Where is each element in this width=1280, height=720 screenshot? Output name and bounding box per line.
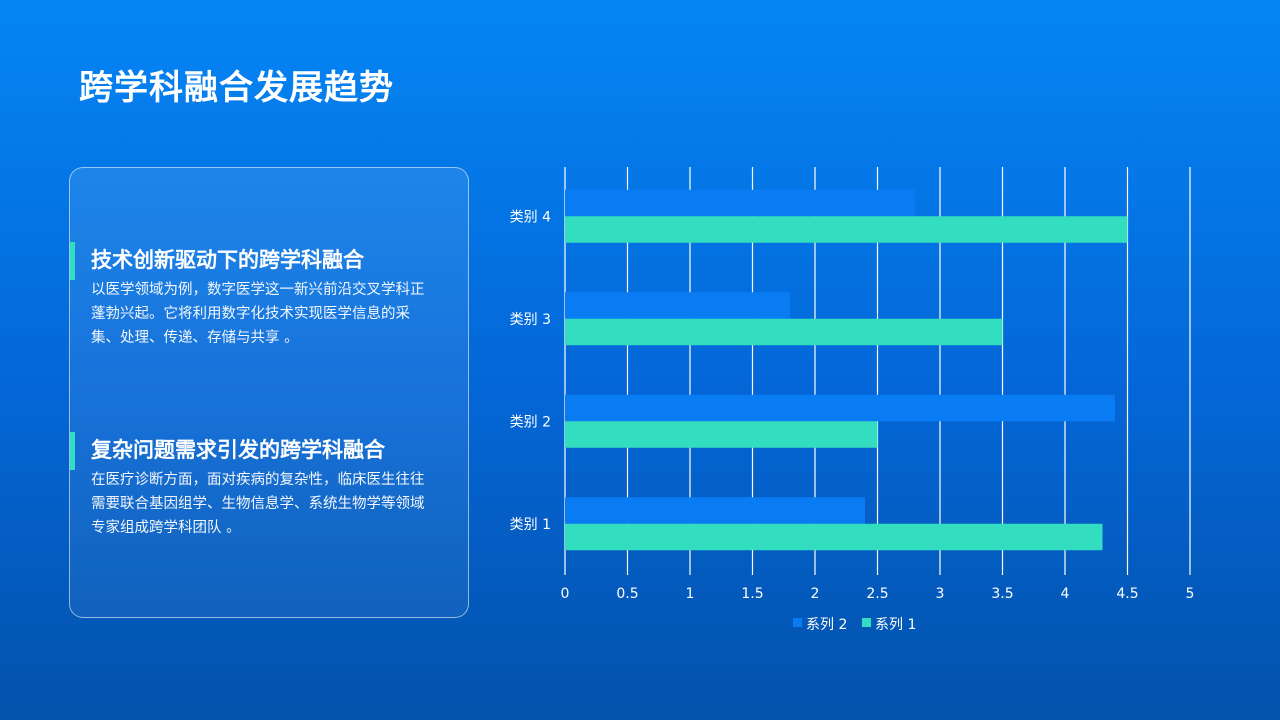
bar-series1 xyxy=(565,318,1003,346)
y-category-label: 类别 4 xyxy=(510,209,551,225)
bar-series1 xyxy=(565,421,878,448)
bar-series2 xyxy=(565,394,1115,422)
section-heading: 技术创新驱动下的跨学科融合 xyxy=(91,248,364,272)
axis-labels: 0 0.5 1 1.5 2 2.5 3 3.5 4 4.5 5 类别 1 类别 2 类别 3 类别 4 xyxy=(510,209,1195,602)
x-tick-label: 3.5 xyxy=(991,586,1013,602)
x-tick-label: 1.5 xyxy=(741,586,763,602)
section-body: 以医学领域为例，数字医学这一新兴前沿交叉学科正蓬勃兴起。它将利用数字化技术实现医… xyxy=(91,282,425,346)
x-tick-label: 4.5 xyxy=(1116,586,1138,602)
x-tick-label: 1 xyxy=(686,586,695,602)
bar-series2 xyxy=(565,497,865,524)
x-tick-label: 4 xyxy=(1061,586,1070,602)
legend-swatch xyxy=(793,618,802,627)
x-tick-label: 5 xyxy=(1186,586,1195,602)
section-heading: 复杂问题需求引发的跨学科融合 xyxy=(91,438,385,462)
x-tick-label: 0 xyxy=(561,586,570,602)
section-accent-bar xyxy=(70,432,75,470)
legend-label: 系列 1 xyxy=(875,617,916,633)
bar-series2 xyxy=(565,292,790,319)
bar-series1 xyxy=(565,523,1103,551)
legend: 系列 2 系列 1 xyxy=(793,617,916,633)
bar-series1 xyxy=(565,216,1128,243)
info-card: 技术创新驱动下的跨学科融合 以医学领域为例，数字医学这一新兴前沿交叉学科正蓬勃兴… xyxy=(69,167,469,618)
x-tick-label: 3 xyxy=(936,586,945,602)
section-body: 在医疗诊断方面，面对疾病的复杂性，临床医生往往需要联合基因组学、生物信息学、系统… xyxy=(91,472,425,536)
section-accent-bar xyxy=(70,242,75,280)
bar-series2 xyxy=(565,189,915,217)
bars xyxy=(565,189,1128,551)
legend-label: 系列 2 xyxy=(806,617,847,633)
x-tick-label: 0.5 xyxy=(616,586,638,602)
legend-swatch xyxy=(862,618,871,627)
page-title: 跨学科融合发展趋势 xyxy=(79,68,394,108)
y-category-label: 类别 3 xyxy=(510,312,551,328)
y-category-label: 类别 2 xyxy=(510,414,551,430)
x-tick-label: 2 xyxy=(811,586,820,602)
y-category-label: 类别 1 xyxy=(510,517,551,533)
x-tick-label: 2.5 xyxy=(866,586,888,602)
